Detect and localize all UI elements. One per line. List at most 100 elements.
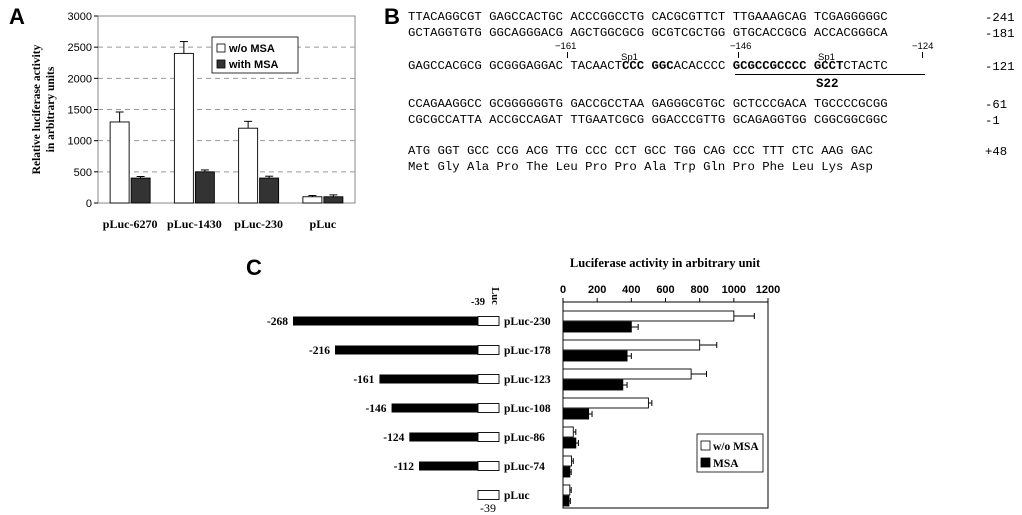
seq-line-3c: ACACCCC: [673, 59, 733, 73]
category-label-a: pLuc-230: [234, 217, 283, 231]
legend-a: [211, 36, 299, 74]
seq-line-3: GAGCCACGCG GCGGGAGGAC TACAACTCCC GGCACAC…: [408, 60, 888, 72]
bar-c-without-msa: [562, 310, 735, 322]
construct-promoter-bar: [293, 316, 478, 326]
panel-label-a: A: [9, 4, 25, 29]
mark-sp1-b: Sp1: [818, 52, 835, 63]
construct-start-label: -216: [309, 345, 330, 357]
seq-line-7: Met Gly Ala Pro The Leu Pro Pro Ala Trp …: [408, 160, 873, 174]
construct-name-label: pLuc-108: [504, 403, 551, 415]
construct-name-label: pLuc-74: [504, 461, 545, 473]
legend-label-a: w/o MSA: [228, 43, 275, 55]
construct-start-label: -268: [267, 316, 288, 328]
s22-underline: [735, 74, 925, 75]
mark-161: −161: [555, 41, 577, 52]
ylabel-a-line1: Relative luciferase activity: [31, 44, 43, 174]
construct-label-luc: Luc: [489, 287, 500, 305]
construct-luc-box: [477, 403, 500, 413]
xtick-label-c: 400: [622, 284, 640, 296]
construct-name-label: pLuc: [504, 490, 530, 502]
bar-a-without-msa: [238, 127, 259, 204]
legend-label-a: with MSA: [228, 59, 279, 71]
s22-label: S22: [816, 77, 839, 91]
seq-line-3d: GCGCCGCCCC GCCT: [732, 59, 844, 73]
plot-area-c: [562, 301, 769, 509]
bar-c-msa: [562, 466, 571, 478]
construct-promoter-bar: [409, 432, 478, 442]
chart-c-title: Luciferase activity in arbitrary unit: [570, 256, 761, 270]
bar-c-msa: [562, 379, 624, 391]
seq-line-5: CGCGCCATTA ACCGCCAGAT TTGAATCGCG GGACCCG…: [408, 113, 888, 127]
seq-line-1: TTACAGGCGT GAGCCACTGC ACCCGGCCTG CACGCGT…: [408, 10, 888, 24]
seq-pos-3: -121: [985, 60, 1015, 74]
bar-c-without-msa: [562, 484, 571, 496]
construct-promoter-bar: [419, 461, 478, 471]
construct-luc-box: [477, 461, 500, 471]
bar-c-msa: [562, 408, 590, 420]
seq-line-6: ATG GGT GCC CCG ACG TTG CCC CCT GCC TGG …: [408, 144, 873, 158]
construct-name-label: pLuc-86: [504, 432, 545, 444]
legend-c: [696, 433, 764, 473]
bar-a-with-msa: [323, 196, 344, 204]
tick-124: [922, 52, 923, 58]
ytick-label-a: 3000: [68, 11, 92, 23]
legend-swatch-a: [216, 43, 226, 53]
legend-swatch-a: [216, 59, 226, 69]
mark-146: −146: [730, 41, 752, 52]
construct-start-label: -112: [394, 461, 415, 473]
bar-c-without-msa: [562, 397, 649, 409]
construct-promoter-bar: [391, 403, 478, 413]
construct-luc-box: [477, 345, 500, 355]
ytick-label-a: 2000: [68, 73, 92, 85]
construct-start-label: -161: [353, 374, 374, 386]
seq-line-3a: GAGCCACGCG GCGGGAGGAC TACAACT: [408, 59, 623, 73]
ytick-label-a: 1000: [68, 136, 92, 148]
tick-161: [567, 52, 568, 58]
seq-pos-5: -1: [985, 114, 1000, 128]
legend-label-c: MSA: [713, 458, 739, 470]
seq-line-3e: CTACTC: [843, 59, 888, 73]
bar-c-msa: [562, 350, 628, 362]
bar-a-without-msa: [302, 196, 323, 204]
legend-swatch-c: [700, 457, 711, 468]
category-label-a: pLuc-6270: [103, 217, 158, 231]
bar-c-msa: [562, 437, 577, 449]
legend-label-c: w/o MSA: [713, 441, 759, 453]
construct-label-top: -39: [471, 297, 485, 308]
construct-promoter-bar: [379, 374, 478, 384]
ytick-label-a: 1500: [68, 105, 92, 117]
xtick-label-c: 800: [690, 284, 708, 296]
construct-start-label: -124: [383, 432, 404, 444]
bar-a-with-msa: [259, 177, 280, 204]
seq-line-3b: CCC GGC: [622, 59, 674, 73]
bar-c-without-msa: [562, 368, 692, 380]
mark-124: −124: [912, 41, 934, 52]
bar-c-without-msa: [562, 455, 572, 467]
chart-a: 0 500 1000 1500 2000 2500 3000 Relative lucifer…: [31, 11, 356, 231]
xtick-label-c: 0: [560, 284, 566, 296]
bar-a-with-msa: [130, 177, 151, 204]
construct-label-bottom: -39: [480, 501, 496, 515]
construct-name-label: pLuc-123: [504, 374, 551, 386]
ytick-label-a: 2500: [68, 42, 92, 54]
bar-a-without-msa: [109, 121, 130, 204]
seq-line-2: GCTAGGTGTG GGCAGGGACG AGCTGGCGCG GCGTCGC…: [408, 26, 888, 40]
legend-swatch-c: [700, 440, 711, 451]
seq-pos-4: -61: [985, 98, 1008, 112]
xtick-label-c: 200: [588, 284, 606, 296]
tick-146: [738, 52, 739, 58]
seq-pos-2: -181: [985, 27, 1015, 41]
category-label-a: pLuc-1430: [167, 217, 222, 231]
mark-sp1-a: Sp1: [621, 52, 638, 63]
bar-c-without-msa: [562, 339, 701, 351]
construct-name-label: pLuc-178: [504, 345, 551, 357]
bar-a-with-msa: [194, 171, 215, 204]
bar-c-without-msa: [562, 426, 574, 438]
construct-luc-box: [477, 374, 500, 384]
construct-luc-box: [477, 316, 500, 326]
xtick-label-c: 600: [656, 284, 674, 296]
construct-promoter-bar: [335, 345, 478, 355]
bar-c-msa: [562, 495, 570, 507]
seq-line-4: CCAGAAGGCC GCGGGGGGTG GACCGCCTAA GAGGGCG…: [408, 97, 888, 111]
construct-luc-box: [477, 490, 500, 500]
